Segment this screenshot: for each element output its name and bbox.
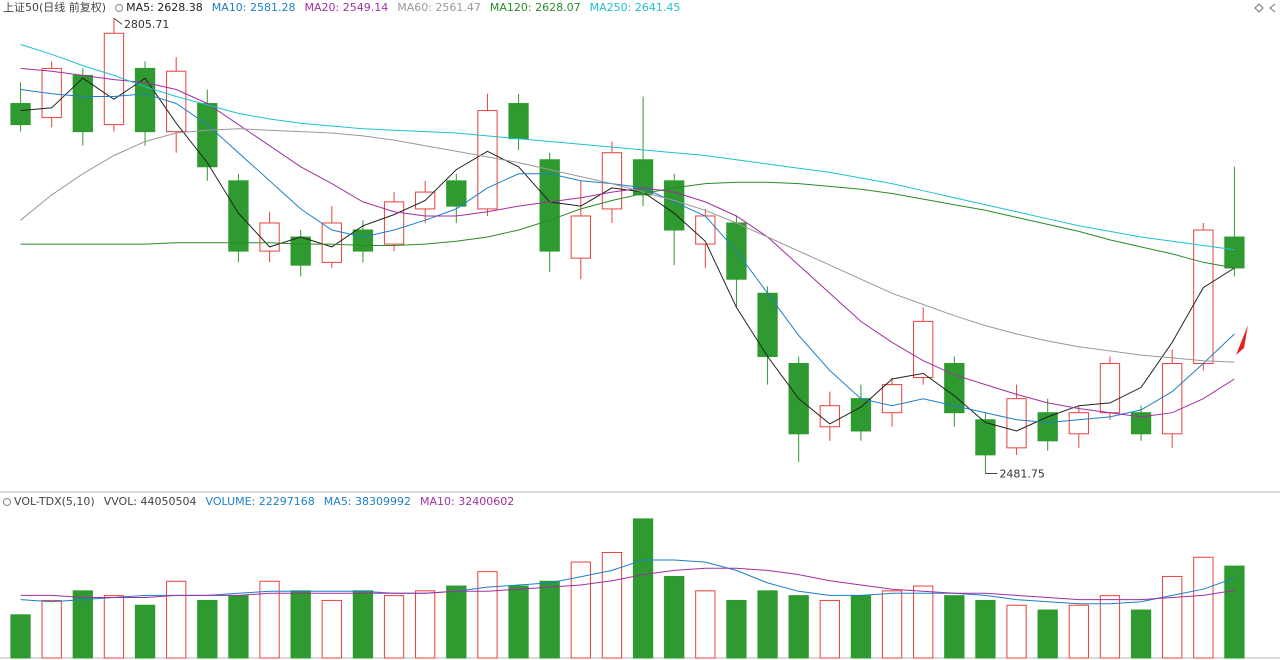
volume-bar <box>850 595 872 659</box>
candle-body <box>508 103 529 140</box>
header-label: 上证50(日线 前复权) <box>3 0 106 14</box>
high-label: 2805.71 <box>124 18 170 31</box>
volume-bar <box>1006 604 1027 659</box>
volume-ma-line <box>20 567 1235 601</box>
volume-bar <box>1099 595 1121 659</box>
volume-bar <box>1193 556 1214 659</box>
candle-body <box>695 215 716 245</box>
candle-body <box>1006 398 1027 449</box>
volume-bar <box>539 580 560 659</box>
volume-bar <box>1162 575 1183 659</box>
volume-bar <box>321 599 342 659</box>
collapse-icon[interactable] <box>1269 3 1276 13</box>
header-label: VOLUME: 22297168 <box>206 495 315 508</box>
candle-body <box>72 74 93 133</box>
candle-body <box>477 110 498 210</box>
candle-body <box>134 67 156 133</box>
candle-body <box>197 103 218 168</box>
header-label: VVOL: 44050504 <box>104 495 197 508</box>
volume-bar <box>290 590 311 659</box>
low-label: 2481.75 <box>999 467 1045 480</box>
ma-line <box>20 128 1235 363</box>
volume-bar <box>1224 565 1245 659</box>
header-label: MA5: 2628.38 <box>126 1 203 14</box>
candle-body <box>881 384 903 414</box>
ma-line <box>20 67 1235 418</box>
header-icon <box>115 4 124 12</box>
volume-bar <box>166 580 187 659</box>
header-label: MA250: 2641.45 <box>590 1 681 14</box>
candle-body <box>10 103 31 126</box>
candle-body <box>539 159 560 252</box>
volume-bar <box>944 595 965 659</box>
volume-bar <box>1068 604 1089 659</box>
candle-body <box>290 236 311 266</box>
candle-body <box>850 398 872 432</box>
volume-bar <box>103 595 125 659</box>
volume-bar <box>383 595 405 659</box>
candle-body <box>1224 236 1245 269</box>
candle-body <box>383 201 405 245</box>
volume-bar <box>415 590 436 659</box>
volume-bar <box>819 599 840 659</box>
candle-body <box>321 222 342 263</box>
candle-body <box>601 152 623 210</box>
volume-bar <box>352 590 374 659</box>
ma-line <box>20 44 1235 251</box>
volume-bar <box>695 590 716 659</box>
header-label: VOL-TDX(5,10) <box>14 495 95 508</box>
volume-bar <box>601 551 623 659</box>
header-label: MA120: 2628.07 <box>490 1 581 14</box>
header-label: MA60: 2561.47 <box>397 1 481 14</box>
volume-ma-line <box>20 559 1235 605</box>
settings-icon[interactable] <box>1254 3 1264 13</box>
volume-bar <box>41 599 62 659</box>
candle-body <box>41 67 62 119</box>
candle-body <box>632 159 654 196</box>
candle-body <box>913 320 934 379</box>
header-label: MA5: 38309992 <box>324 495 411 508</box>
volume-bar <box>726 599 747 659</box>
ma-line <box>20 89 1235 424</box>
candle-body <box>1068 412 1089 435</box>
volume-bar <box>228 595 249 659</box>
volume-bar <box>1130 609 1152 659</box>
candle-body <box>1099 363 1121 414</box>
volume-bar <box>508 585 529 659</box>
volume-bar <box>259 580 280 659</box>
candle-body <box>1193 229 1214 365</box>
volume-bar <box>10 614 31 659</box>
header-label: MA20: 2549.14 <box>305 1 389 14</box>
volume-bar <box>975 599 996 659</box>
volume-bar <box>913 585 934 659</box>
volume-bar <box>632 518 654 659</box>
volume-bar <box>134 604 156 659</box>
volume-bar <box>446 585 467 659</box>
volume-bar <box>664 575 685 659</box>
candle-body <box>1162 363 1183 435</box>
header-icon <box>3 498 11 506</box>
volume-bar <box>757 590 778 659</box>
candle-body <box>352 229 374 252</box>
candle-body <box>975 419 996 456</box>
candle-body <box>446 180 467 207</box>
candle-body <box>570 215 591 259</box>
volume-bar <box>197 599 218 659</box>
header-label: MA10: 32400602 <box>420 495 514 508</box>
arrow-annotation <box>1236 325 1248 355</box>
volume-bar <box>881 590 903 659</box>
volume-bar <box>788 595 809 659</box>
volume-bar <box>570 561 591 659</box>
volume-bar <box>1037 609 1058 659</box>
candle-body <box>228 180 249 252</box>
candle-body <box>1037 412 1058 442</box>
label-pointer <box>113 17 123 25</box>
candle-body <box>1130 412 1152 435</box>
ma-line <box>20 181 1235 269</box>
volume-bar <box>477 571 498 659</box>
header-label: MA10: 2581.28 <box>212 1 296 14</box>
volume-bar <box>72 590 93 659</box>
